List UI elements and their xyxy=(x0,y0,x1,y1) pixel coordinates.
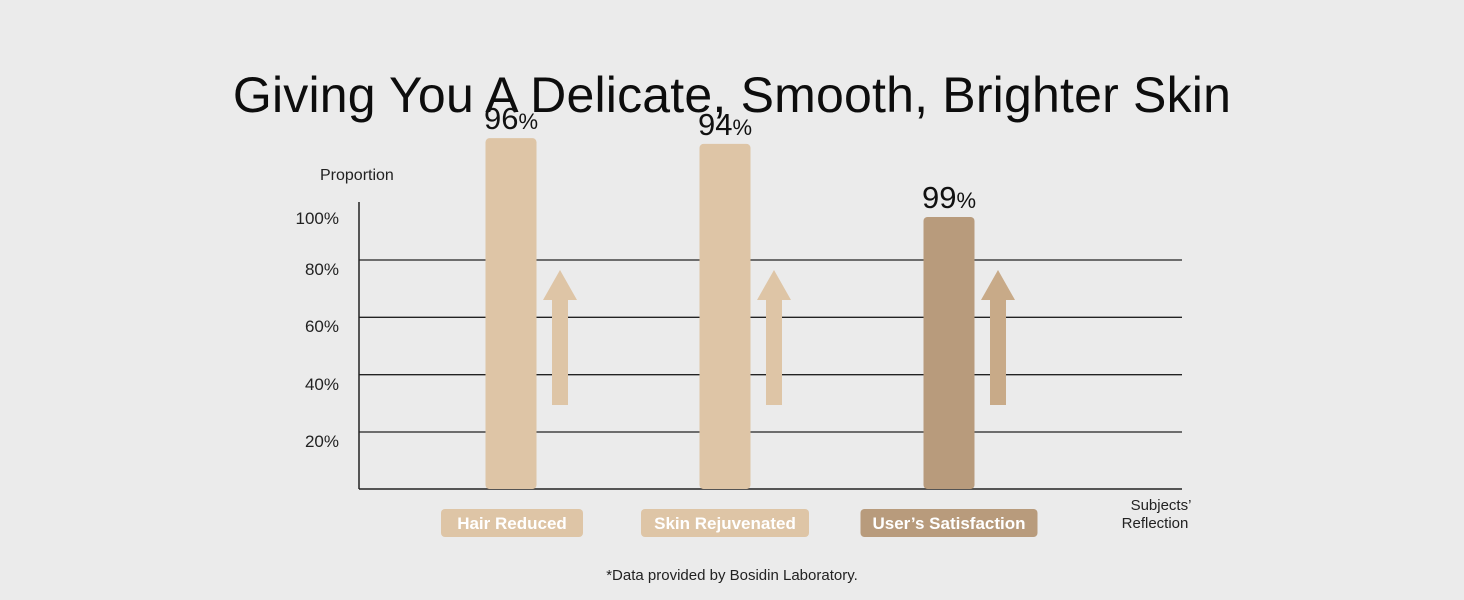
y-axis-label: Proportion xyxy=(320,167,394,184)
y-tick-label: 20% xyxy=(305,432,339,451)
category-label: Skin Rejuvenated xyxy=(654,514,796,533)
footnote: *Data provided by Bosidin Laboratory. xyxy=(606,567,858,584)
bar-value-label: 94% xyxy=(698,107,752,142)
bar xyxy=(699,143,751,489)
y-tick-label: 80% xyxy=(305,260,339,279)
up-arrow-icon xyxy=(543,270,577,405)
y-tick-label: 100% xyxy=(296,209,339,228)
bar xyxy=(923,217,975,489)
page-title: Giving You A Delicate, Smooth, Brighter … xyxy=(232,67,1232,123)
category-label: User’s Satisfaction xyxy=(872,514,1025,533)
category-badge xyxy=(860,509,1038,537)
y-tick-label: 60% xyxy=(305,317,339,336)
x-axis-label: Subjects’ Reflection xyxy=(1122,497,1192,532)
bar-value-label: 96% xyxy=(484,101,538,136)
up-arrow-icon xyxy=(757,270,791,405)
category-badge xyxy=(441,509,583,537)
bar-value-label: 99% xyxy=(922,180,976,215)
category-badge xyxy=(641,509,809,537)
category-label: Hair Reduced xyxy=(457,514,567,533)
y-tick-label: 40% xyxy=(305,375,339,394)
up-arrow-icon xyxy=(981,270,1015,405)
bar xyxy=(485,138,537,489)
